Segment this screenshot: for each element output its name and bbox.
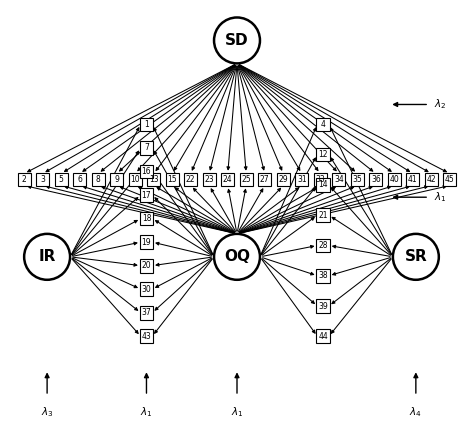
Text: 2: 2 (22, 175, 27, 184)
FancyBboxPatch shape (140, 259, 153, 272)
FancyBboxPatch shape (295, 173, 309, 187)
Text: 19: 19 (142, 237, 151, 247)
FancyBboxPatch shape (314, 173, 327, 187)
Text: 8: 8 (96, 175, 100, 184)
Text: 14: 14 (319, 180, 328, 190)
Text: 16: 16 (142, 167, 151, 176)
Text: $\lambda_1$: $\lambda_1$ (231, 405, 243, 419)
Text: 41: 41 (408, 175, 418, 184)
FancyBboxPatch shape (317, 269, 330, 283)
Text: 3: 3 (40, 175, 45, 184)
Text: 10: 10 (130, 175, 140, 184)
FancyBboxPatch shape (140, 141, 153, 155)
Text: 4: 4 (321, 120, 326, 129)
FancyBboxPatch shape (110, 173, 123, 187)
FancyBboxPatch shape (140, 165, 153, 178)
FancyBboxPatch shape (317, 117, 330, 131)
Text: 1: 1 (144, 120, 149, 129)
FancyBboxPatch shape (140, 282, 153, 296)
FancyBboxPatch shape (317, 330, 330, 343)
Text: 38: 38 (319, 271, 328, 280)
FancyBboxPatch shape (140, 306, 153, 319)
Text: 21: 21 (319, 211, 328, 220)
Text: 35: 35 (353, 175, 362, 184)
Text: 39: 39 (318, 302, 328, 311)
Text: 15: 15 (167, 175, 177, 184)
FancyBboxPatch shape (388, 173, 401, 187)
FancyBboxPatch shape (140, 212, 153, 225)
Text: 5: 5 (59, 175, 64, 184)
FancyBboxPatch shape (277, 173, 290, 187)
Text: 9: 9 (114, 175, 119, 184)
Text: $\lambda_3$: $\lambda_3$ (41, 405, 54, 419)
FancyBboxPatch shape (55, 173, 68, 187)
Text: 13: 13 (149, 175, 158, 184)
FancyBboxPatch shape (128, 173, 142, 187)
Text: SR: SR (404, 249, 427, 264)
FancyBboxPatch shape (317, 299, 330, 313)
Text: $\lambda_2$: $\lambda_2$ (434, 97, 446, 111)
Text: 28: 28 (319, 241, 328, 250)
Text: 29: 29 (278, 175, 288, 184)
Text: 43: 43 (142, 332, 151, 341)
Text: 20: 20 (142, 261, 151, 270)
Text: 34: 34 (334, 175, 344, 184)
Text: 30: 30 (142, 285, 151, 294)
Text: 37: 37 (142, 308, 151, 317)
FancyBboxPatch shape (73, 173, 86, 187)
FancyBboxPatch shape (184, 173, 197, 187)
Text: 23: 23 (204, 175, 214, 184)
Text: 33: 33 (315, 175, 325, 184)
FancyBboxPatch shape (140, 235, 153, 249)
Text: SD: SD (225, 33, 249, 48)
FancyBboxPatch shape (317, 148, 330, 161)
Text: 44: 44 (318, 332, 328, 341)
Circle shape (214, 234, 260, 280)
Text: $\lambda_4$: $\lambda_4$ (410, 405, 422, 419)
Text: 22: 22 (186, 175, 195, 184)
Text: 42: 42 (427, 175, 436, 184)
FancyBboxPatch shape (369, 173, 383, 187)
FancyBboxPatch shape (258, 173, 272, 187)
FancyBboxPatch shape (425, 173, 438, 187)
Text: OQ: OQ (224, 249, 250, 264)
Text: 18: 18 (142, 214, 151, 223)
Text: 6: 6 (77, 175, 82, 184)
Circle shape (24, 234, 70, 280)
Text: 17: 17 (142, 190, 151, 199)
Text: 40: 40 (390, 175, 399, 184)
Text: 25: 25 (241, 175, 251, 184)
FancyBboxPatch shape (140, 330, 153, 343)
FancyBboxPatch shape (165, 173, 179, 187)
FancyBboxPatch shape (351, 173, 364, 187)
Text: $\lambda_1$: $\lambda_1$ (434, 190, 446, 204)
FancyBboxPatch shape (317, 239, 330, 253)
Text: 24: 24 (223, 175, 233, 184)
Text: 36: 36 (371, 175, 381, 184)
FancyBboxPatch shape (332, 173, 346, 187)
FancyBboxPatch shape (18, 173, 31, 187)
FancyBboxPatch shape (91, 173, 105, 187)
FancyBboxPatch shape (317, 208, 330, 222)
FancyBboxPatch shape (221, 173, 234, 187)
Text: 45: 45 (445, 175, 455, 184)
FancyBboxPatch shape (140, 117, 153, 131)
Text: $\lambda_1$: $\lambda_1$ (140, 405, 153, 419)
FancyBboxPatch shape (147, 173, 160, 187)
FancyBboxPatch shape (36, 173, 49, 187)
Text: 31: 31 (297, 175, 307, 184)
FancyBboxPatch shape (317, 178, 330, 192)
FancyBboxPatch shape (140, 188, 153, 202)
Text: IR: IR (38, 249, 56, 264)
FancyBboxPatch shape (406, 173, 419, 187)
Text: 12: 12 (319, 150, 328, 159)
Text: 7: 7 (144, 144, 149, 152)
FancyBboxPatch shape (443, 173, 456, 187)
FancyBboxPatch shape (202, 173, 216, 187)
FancyBboxPatch shape (240, 173, 253, 187)
Circle shape (393, 234, 439, 280)
Circle shape (214, 17, 260, 63)
Text: 27: 27 (260, 175, 270, 184)
